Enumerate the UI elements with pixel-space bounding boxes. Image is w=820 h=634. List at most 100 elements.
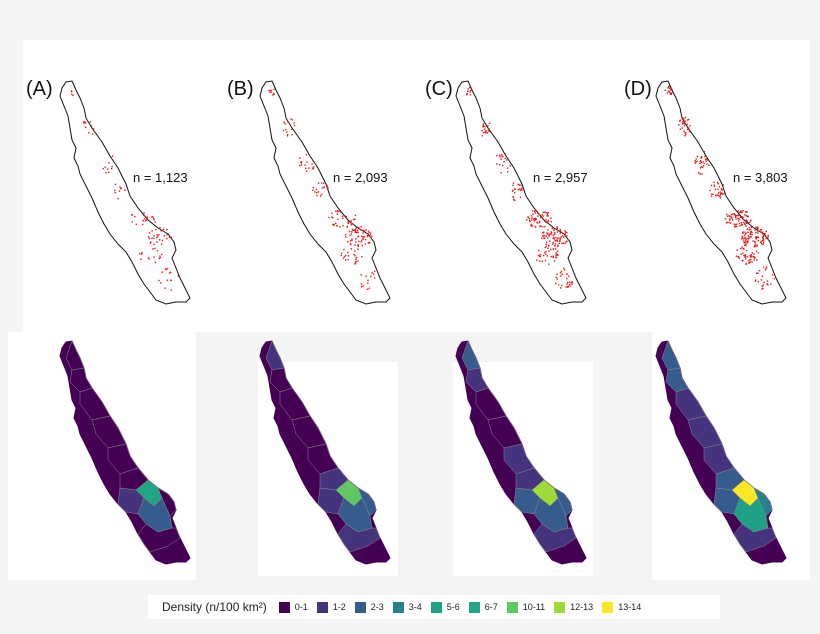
occurrence-point (755, 227, 757, 229)
occurrence-point (561, 231, 563, 233)
occurrence-point (161, 253, 163, 256)
occurrence-point (667, 87, 669, 89)
occurrence-point (355, 241, 357, 243)
occurrence-point (743, 248, 745, 250)
occurrence-point (531, 217, 533, 219)
occurrence-point (702, 161, 704, 163)
occurrence-point (755, 250, 758, 252)
occurrence-point (725, 213, 728, 216)
occurrence-point (683, 120, 685, 122)
occurrence-point (554, 248, 557, 250)
occurrence-point (546, 255, 548, 257)
occurrence-point (140, 253, 143, 255)
occurrence-point (104, 166, 106, 168)
occurrence-point (556, 231, 559, 233)
occurrence-point (543, 251, 546, 254)
occurrence-point (767, 284, 769, 286)
occurrence-point (501, 154, 503, 156)
occurrence-point (134, 215, 136, 218)
occurrence-point (511, 190, 514, 192)
occurrence-point (754, 243, 757, 245)
occurrence-point (751, 261, 753, 263)
occurrence-point (670, 87, 673, 90)
occurrence-point (753, 256, 755, 259)
occurrence-point (731, 217, 733, 220)
occurrence-point (520, 188, 523, 191)
point-map-b (259, 80, 391, 305)
occurrence-point (706, 163, 708, 165)
occurrence-point (550, 231, 552, 233)
occurrence-point (670, 93, 672, 95)
occurrence-point (529, 219, 531, 222)
occurrence-point (703, 162, 705, 165)
occurrence-point (713, 184, 716, 186)
legend-item: 0-1 (278, 601, 308, 613)
occurrence-point (564, 233, 566, 235)
occurrence-point (731, 219, 734, 221)
occurrence-point (284, 123, 286, 125)
occurrence-point (669, 93, 672, 95)
occurrence-point (761, 232, 764, 235)
occurrence-point (770, 283, 772, 285)
occurrence-point (748, 238, 750, 240)
occurrence-point (306, 161, 308, 163)
occurrence-point (761, 275, 764, 277)
occurrence-point (514, 192, 516, 194)
occurrence-point (143, 214, 145, 216)
occurrence-point (170, 236, 172, 239)
occurrence-point (749, 232, 752, 235)
legend-swatch (468, 601, 480, 613)
occurrence-point (170, 271, 172, 273)
legend-swatch (602, 601, 614, 613)
occurrence-point (565, 286, 567, 288)
legend-swatch (278, 601, 290, 613)
occurrence-point (466, 92, 468, 95)
occurrence-point (151, 230, 153, 232)
occurrence-point (539, 255, 541, 257)
occurrence-point (741, 211, 743, 213)
occurrence-point (720, 188, 723, 190)
occurrence-point (710, 193, 713, 195)
occurrence-point (124, 189, 126, 191)
occurrence-point (545, 245, 547, 248)
legend-item: 5-6 (430, 601, 460, 613)
occurrence-point (327, 187, 329, 189)
occurrence-point (545, 212, 547, 214)
occurrence-point (557, 284, 560, 286)
region-outline (455, 80, 587, 305)
occurrence-point (710, 195, 713, 197)
occurrence-point (118, 190, 121, 192)
occurrence-point (290, 118, 292, 120)
occurrence-point (751, 231, 753, 234)
occurrence-point (119, 188, 122, 190)
occurrence-point (532, 213, 534, 215)
occurrence-point (348, 230, 351, 233)
occurrence-point (568, 283, 571, 286)
occurrence-point (738, 255, 740, 258)
occurrence-point (71, 93, 73, 95)
occurrence-point (273, 93, 275, 95)
occurrence-point (744, 237, 746, 240)
occurrence-point (149, 242, 152, 244)
occurrence-point (353, 229, 355, 231)
density-subregion (733, 523, 777, 553)
occurrence-point (117, 197, 119, 200)
occurrence-point (715, 194, 717, 196)
occurrence-point (166, 237, 168, 240)
occurrence-point (469, 86, 471, 89)
occurrence-point (683, 121, 685, 123)
occurrence-point (333, 224, 335, 226)
occurrence-point (360, 285, 363, 288)
occurrence-point (354, 244, 356, 246)
occurrence-point (285, 128, 287, 131)
occurrence-point (737, 220, 740, 222)
occurrence-point (547, 212, 549, 214)
occurrence-point (560, 270, 563, 273)
occurrence-point (547, 219, 550, 222)
legend-item: 2-3 (354, 601, 384, 613)
occurrence-point (752, 240, 754, 242)
occurrence-point (326, 185, 329, 187)
occurrence-point (557, 244, 559, 246)
occurrence-point (367, 282, 369, 284)
occurrence-point (571, 281, 573, 284)
